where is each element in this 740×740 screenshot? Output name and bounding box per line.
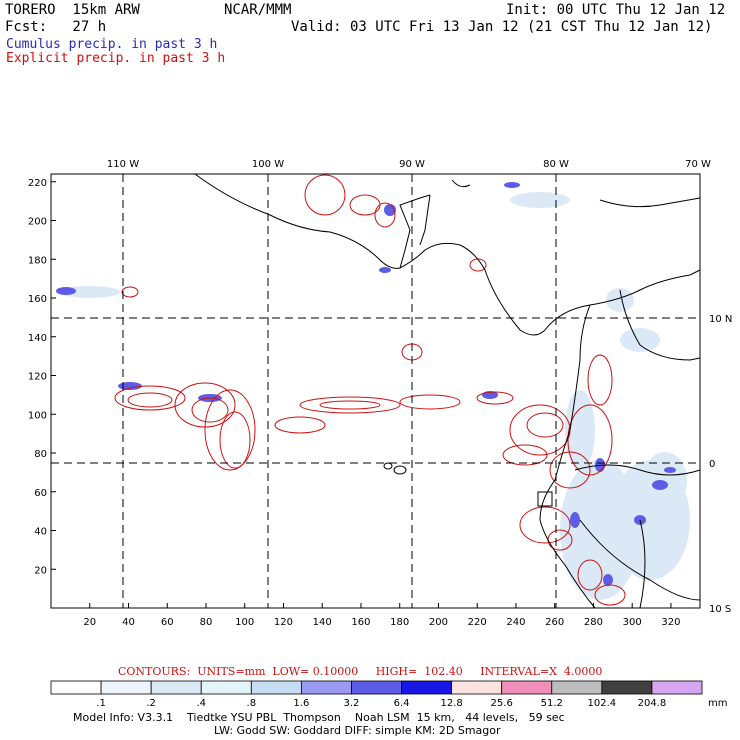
explicit-legend: Explicit precip. in past 3 h: [6, 51, 226, 66]
y-tick-label: 200: [28, 217, 47, 228]
longitude-label: 70 W: [685, 159, 711, 170]
y-axis: 20 40 60 80 100 120 140 160 180 200 220: [28, 178, 56, 576]
plot-frame: [50, 173, 701, 609]
latitude-label: 10 N: [709, 314, 732, 325]
model-name: TORERO 15km ARW: [5, 2, 140, 18]
x-tick-label: 220: [468, 617, 487, 628]
y-tick-label: 160: [28, 294, 47, 305]
longitude-label: 80 W: [543, 159, 569, 170]
x-tick-label: 140: [313, 617, 332, 628]
x-tick-label: 320: [661, 617, 680, 628]
latitude-labels: 10 N 0 10 S: [709, 314, 732, 615]
cumulus-shading: [60, 192, 690, 600]
explicit-contours: [114, 174, 626, 606]
y-tick-label: 140: [28, 333, 47, 344]
longitude-label: 90 W: [399, 159, 425, 170]
longitude-labels: 110 W 100 W 90 W 80 W 70 W: [107, 159, 711, 170]
longitude-label: 110 W: [107, 159, 139, 170]
x-tick-label: 300: [623, 617, 642, 628]
y-tick-label: 180: [28, 255, 47, 266]
init-time: Init: 00 UTC Thu 12 Jan 12: [506, 2, 726, 18]
x-tick-label: 120: [274, 617, 293, 628]
x-tick-label: 260: [545, 617, 564, 628]
contours-caption: CONTOURS: UNITS=mm LOW= 0.10000 HIGH= 10…: [118, 665, 603, 678]
y-tick-label: 60: [34, 488, 47, 499]
x-tick-label: 180: [390, 617, 409, 628]
graticule: [51, 174, 700, 608]
x-axis: 20 40 60 80 100 120 140 160 180 200 220 240 260 280 30…: [83, 603, 680, 628]
coastlines: [194, 173, 701, 609]
organization: NCAR/MMM: [224, 2, 292, 18]
y-tick-label: 80: [34, 449, 47, 460]
latitude-label: 10 S: [709, 604, 731, 615]
y-tick-label: 40: [34, 527, 47, 538]
model-info: Model Info: V3.3.1 Tiedtke YSU PBL Thomp…: [73, 711, 565, 724]
y-tick-label: 100: [28, 410, 47, 421]
latitude-label: 0: [709, 459, 715, 470]
x-tick-label: 100: [235, 617, 254, 628]
valid-time: Valid: 03 UTC Fri 13 Jan 12 (21 CST Thu …: [291, 19, 713, 35]
x-tick-label: 280: [584, 617, 603, 628]
physics-info: LW: Godd SW: Goddard DIFF: simple KM: 2D…: [214, 724, 501, 737]
y-tick-label: 20: [34, 565, 47, 576]
longitude-label: 100 W: [252, 159, 284, 170]
y-tick-label: 120: [28, 372, 47, 383]
cumulus-legend: Cumulus precip. in past 3 h: [6, 37, 218, 52]
x-tick-label: 200: [429, 617, 448, 628]
forecast-hour: Fcst: 27 h: [5, 19, 107, 35]
x-tick-label: 20: [83, 617, 96, 628]
x-tick-label: 60: [161, 617, 174, 628]
x-tick-label: 160: [351, 617, 370, 628]
x-tick-label: 80: [200, 617, 213, 628]
x-tick-label: 240: [506, 617, 525, 628]
x-tick-label: 40: [122, 617, 135, 628]
y-tick-label: 220: [28, 178, 47, 189]
